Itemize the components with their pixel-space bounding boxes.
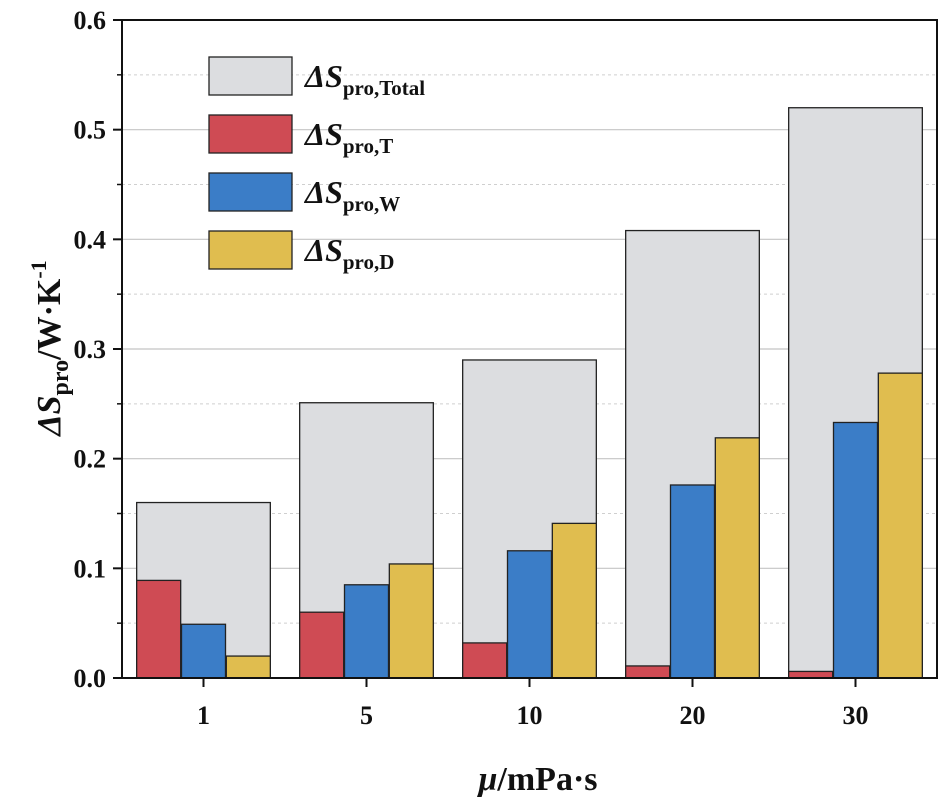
x-axis-symbol: μ: [476, 761, 497, 798]
bar-pro-d: [551, 522, 597, 679]
x-tick-label: 20: [680, 701, 706, 730]
x-axis-title: μ/mPa·s: [476, 761, 597, 798]
bar-pro-w: [832, 421, 879, 679]
y-axis-symbol: ΔS: [31, 395, 68, 437]
bar-pro-t: [299, 611, 345, 679]
legend-label: ΔSpro,T: [303, 116, 393, 158]
legend-swatch: [208, 172, 293, 212]
y-tick-label: 0.0: [74, 664, 107, 693]
y-axis-ticks: 0.0 0.1 0.2 0.3 0.4 0.5 0.6: [74, 6, 122, 693]
bar-pro-d: [877, 372, 923, 679]
y-tick-label: 0.3: [74, 335, 107, 364]
legend-label: ΔSpro,D: [303, 232, 394, 274]
legend-symbol: ΔS: [303, 116, 343, 152]
legend-label: ΔSpro,W: [303, 174, 400, 216]
y-tick-label: 0.2: [74, 445, 107, 474]
bar-pro-t: [462, 642, 508, 679]
y-axis-unit: /W·K: [31, 278, 68, 361]
bar-pro-w: [343, 584, 390, 679]
legend-subscript: pro,Total: [343, 76, 425, 100]
bar-pro-w: [506, 550, 553, 679]
legend-label: ΔSpro,Total: [303, 58, 425, 100]
x-tick-label: 30: [843, 701, 869, 730]
y-axis-title: ΔSpro/W·K-1: [26, 260, 74, 437]
legend-swatch: [208, 114, 293, 154]
legend-swatch: [208, 230, 293, 270]
y-axis-superscript: -1: [26, 260, 51, 278]
legend-subscript: pro,W: [343, 192, 400, 216]
legend-symbol: ΔS: [303, 58, 343, 94]
x-tick-label: 10: [517, 701, 543, 730]
legend-symbol: ΔS: [303, 232, 343, 268]
legend-subscript: pro,D: [343, 250, 395, 274]
y-tick-label: 0.6: [74, 6, 107, 35]
x-tick-label: 1: [197, 701, 210, 730]
bar-pro-d: [388, 563, 434, 679]
bar-pro-d: [225, 655, 271, 679]
bar-pro-d: [714, 437, 760, 679]
legend-swatch: [208, 56, 293, 96]
y-tick-label: 0.4: [74, 225, 107, 254]
bar-pro-w: [180, 623, 227, 679]
x-axis-unit: /mPa·s: [496, 761, 597, 798]
y-axis-subscript: pro: [48, 360, 74, 396]
bar-pro-w: [669, 484, 716, 679]
y-tick-label: 0.1: [74, 554, 107, 583]
bar-pro-t: [625, 665, 671, 679]
x-axis-ticks: 1 5 10 20 30: [197, 678, 869, 730]
legend-symbol: ΔS: [303, 174, 343, 210]
component-bars: [136, 372, 923, 679]
bar-pro-t: [136, 579, 182, 679]
y-tick-label: 0.5: [74, 116, 107, 145]
x-tick-label: 5: [360, 701, 373, 730]
legend-subscript: pro,T: [343, 134, 393, 158]
